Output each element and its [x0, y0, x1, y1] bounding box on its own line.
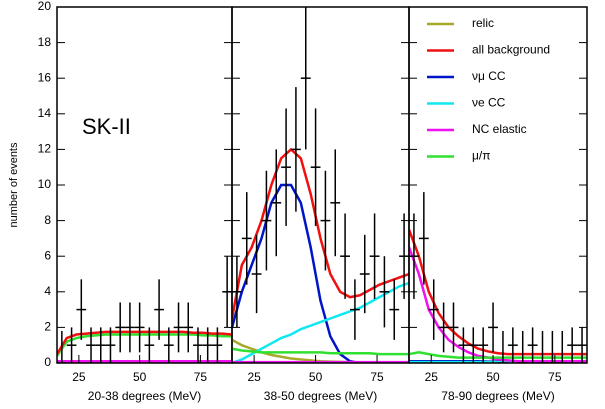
data-point [468, 327, 479, 363]
curve [232, 147, 409, 319]
x-tick-label: 25 [247, 370, 261, 384]
data-point [57, 330, 67, 363]
x-tick-label: 25 [72, 370, 86, 384]
curve [232, 281, 409, 363]
x-axis-label: 78-90 degrees (MeV) [441, 389, 554, 403]
annotation: SK-II [82, 114, 131, 139]
data-point [310, 108, 321, 226]
y-axis-label: number of events [8, 142, 20, 227]
data-point [163, 327, 174, 363]
data-point [577, 327, 587, 363]
data-point [115, 302, 126, 353]
y-tick-label: 8 [44, 213, 51, 227]
curve [409, 229, 587, 356]
x-axis-label: 38-50 degrees (MeV) [264, 389, 377, 403]
x-tick-label: 50 [133, 370, 147, 384]
y-tick-label: 18 [38, 35, 52, 49]
data-point [418, 192, 429, 285]
data-point [369, 213, 380, 299]
data-point [173, 302, 184, 353]
data-point [202, 327, 213, 363]
legend-label: νe CC [472, 96, 506, 110]
y-tick-label: 4 [44, 284, 51, 298]
data-point [86, 327, 96, 363]
data-point [154, 279, 164, 340]
data-point [183, 302, 194, 353]
data-point [547, 330, 558, 363]
data-point [193, 327, 203, 363]
legend-label: νμ CC [472, 69, 506, 83]
y-tick-label: 6 [44, 248, 51, 262]
data-point [320, 170, 331, 271]
legend-label: NC elastic [472, 122, 527, 136]
data-point [271, 149, 282, 257]
x-axis-label: 20-38 degrees (MeV) [88, 389, 201, 403]
data-point [125, 302, 135, 353]
data-point [458, 327, 469, 363]
curve [409, 351, 587, 359]
y-tick-label: 14 [38, 106, 52, 120]
data-point [76, 279, 87, 340]
y-tick-label: 2 [44, 320, 51, 334]
data-point [300, 7, 311, 150]
curve [57, 330, 232, 355]
x-tick-label: 50 [486, 370, 500, 384]
data-point [330, 149, 341, 257]
panel [232, 7, 409, 363]
legend-label: relic [472, 16, 494, 30]
data-point [478, 327, 489, 363]
data-point [134, 302, 145, 353]
y-tick-label: 12 [38, 142, 52, 156]
legend-label: all background [472, 43, 550, 57]
data-point [537, 330, 548, 363]
data-point [389, 279, 400, 340]
data-point [350, 279, 360, 340]
data-point [488, 302, 498, 353]
x-tick-label: 75 [194, 370, 208, 384]
data-point [340, 213, 350, 299]
data-point [517, 330, 528, 363]
data-point [448, 302, 459, 353]
frame [231, 6, 410, 364]
curve [232, 347, 409, 356]
data-point [507, 327, 518, 363]
data-point [212, 327, 223, 363]
y-tick-label: 20 [38, 0, 52, 13]
data-point [66, 327, 77, 363]
curve [232, 183, 409, 363]
data-point [144, 327, 155, 363]
data-point [281, 108, 291, 226]
x-tick-label: 75 [370, 370, 384, 384]
y-tick-label: 16 [38, 70, 52, 84]
x-tick-label: 75 [548, 370, 562, 384]
legend-label: μ/π [472, 149, 491, 163]
data-point [438, 302, 449, 353]
data-point [557, 330, 568, 363]
data-point [379, 256, 390, 328]
data-point [567, 327, 578, 363]
data-point [291, 87, 301, 212]
data-point [359, 234, 370, 314]
panel [409, 192, 587, 363]
data-point [527, 327, 538, 363]
x-tick-label: 25 [425, 370, 439, 384]
y-tick-label: 10 [38, 177, 52, 191]
frame [408, 6, 588, 364]
data-point [261, 170, 272, 271]
data-point [498, 330, 508, 363]
y-tick-label: 0 [44, 355, 51, 369]
data-point [251, 234, 262, 314]
data-point [241, 192, 252, 285]
data-point [95, 327, 106, 363]
x-tick-label: 50 [309, 370, 323, 384]
data-point [105, 327, 116, 363]
curve [57, 333, 232, 357]
data-point [428, 279, 439, 340]
